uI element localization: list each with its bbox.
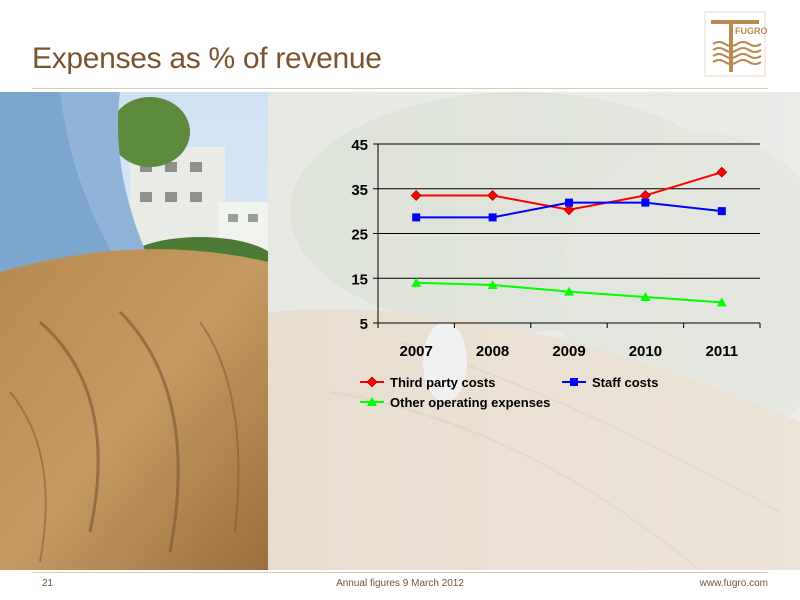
data-point-diamond [487, 190, 499, 201]
data-point-triangle [716, 297, 727, 307]
slide-title: Expenses as % of revenue [32, 42, 382, 75]
data-point-diamond [716, 166, 728, 178]
x-tick-label: 2007 [400, 343, 433, 360]
title-divider [32, 88, 768, 89]
y-tick-label: 45 [351, 137, 368, 154]
y-tick-label: 25 [351, 227, 368, 244]
page-number: 21 [42, 578, 54, 589]
data-point-diamond [563, 204, 575, 216]
data-point-square [565, 198, 573, 207]
data-point-triangle [564, 286, 574, 296]
x-tick-label: 2010 [629, 343, 662, 360]
data-point-square [488, 213, 497, 222]
y-tick-label: 35 [351, 182, 368, 199]
legend-marker [570, 378, 578, 386]
legend-label: Staff costs [592, 375, 658, 390]
y-tick-label: 15 [351, 271, 368, 288]
data-point-triangle [487, 279, 498, 289]
x-tick-label: 2008 [476, 343, 509, 360]
footer-url: www.fugro.com [699, 578, 768, 589]
x-tick-label: 2011 [706, 343, 739, 360]
legend-label: Third party costs [390, 375, 495, 390]
background-photo [0, 92, 800, 570]
logo-text: FUGRO [735, 26, 767, 36]
data-point-square [412, 213, 421, 222]
data-point-triangle [411, 277, 422, 287]
legend-label: Other operating expenses [390, 395, 550, 410]
legend-marker [366, 376, 378, 388]
data-point-diamond [410, 190, 422, 201]
footer-divider [32, 572, 768, 573]
data-point-triangle [640, 292, 651, 302]
legend-marker [367, 397, 377, 406]
data-point-square [641, 198, 650, 207]
expenses-line-chart: 5 15 25 35 45 2007 2008 2009 2010 2011 Third party… [351, 137, 761, 410]
data-point-square [717, 207, 726, 216]
footer-caption: Annual figures 9 March 2012 [336, 578, 464, 589]
fugro-logo: FUGRO [704, 11, 767, 77]
y-tick-label: 5 [360, 316, 368, 333]
x-tick-label: 2009 [552, 343, 585, 360]
